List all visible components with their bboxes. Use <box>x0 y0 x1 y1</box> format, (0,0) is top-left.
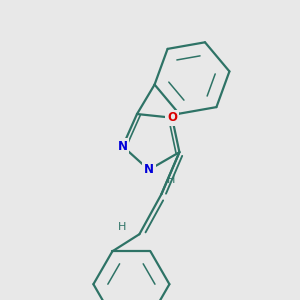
Text: H: H <box>118 223 126 232</box>
Text: O: O <box>167 111 177 124</box>
Text: N: N <box>144 163 154 176</box>
Text: H: H <box>167 175 176 185</box>
Text: N: N <box>118 140 128 153</box>
